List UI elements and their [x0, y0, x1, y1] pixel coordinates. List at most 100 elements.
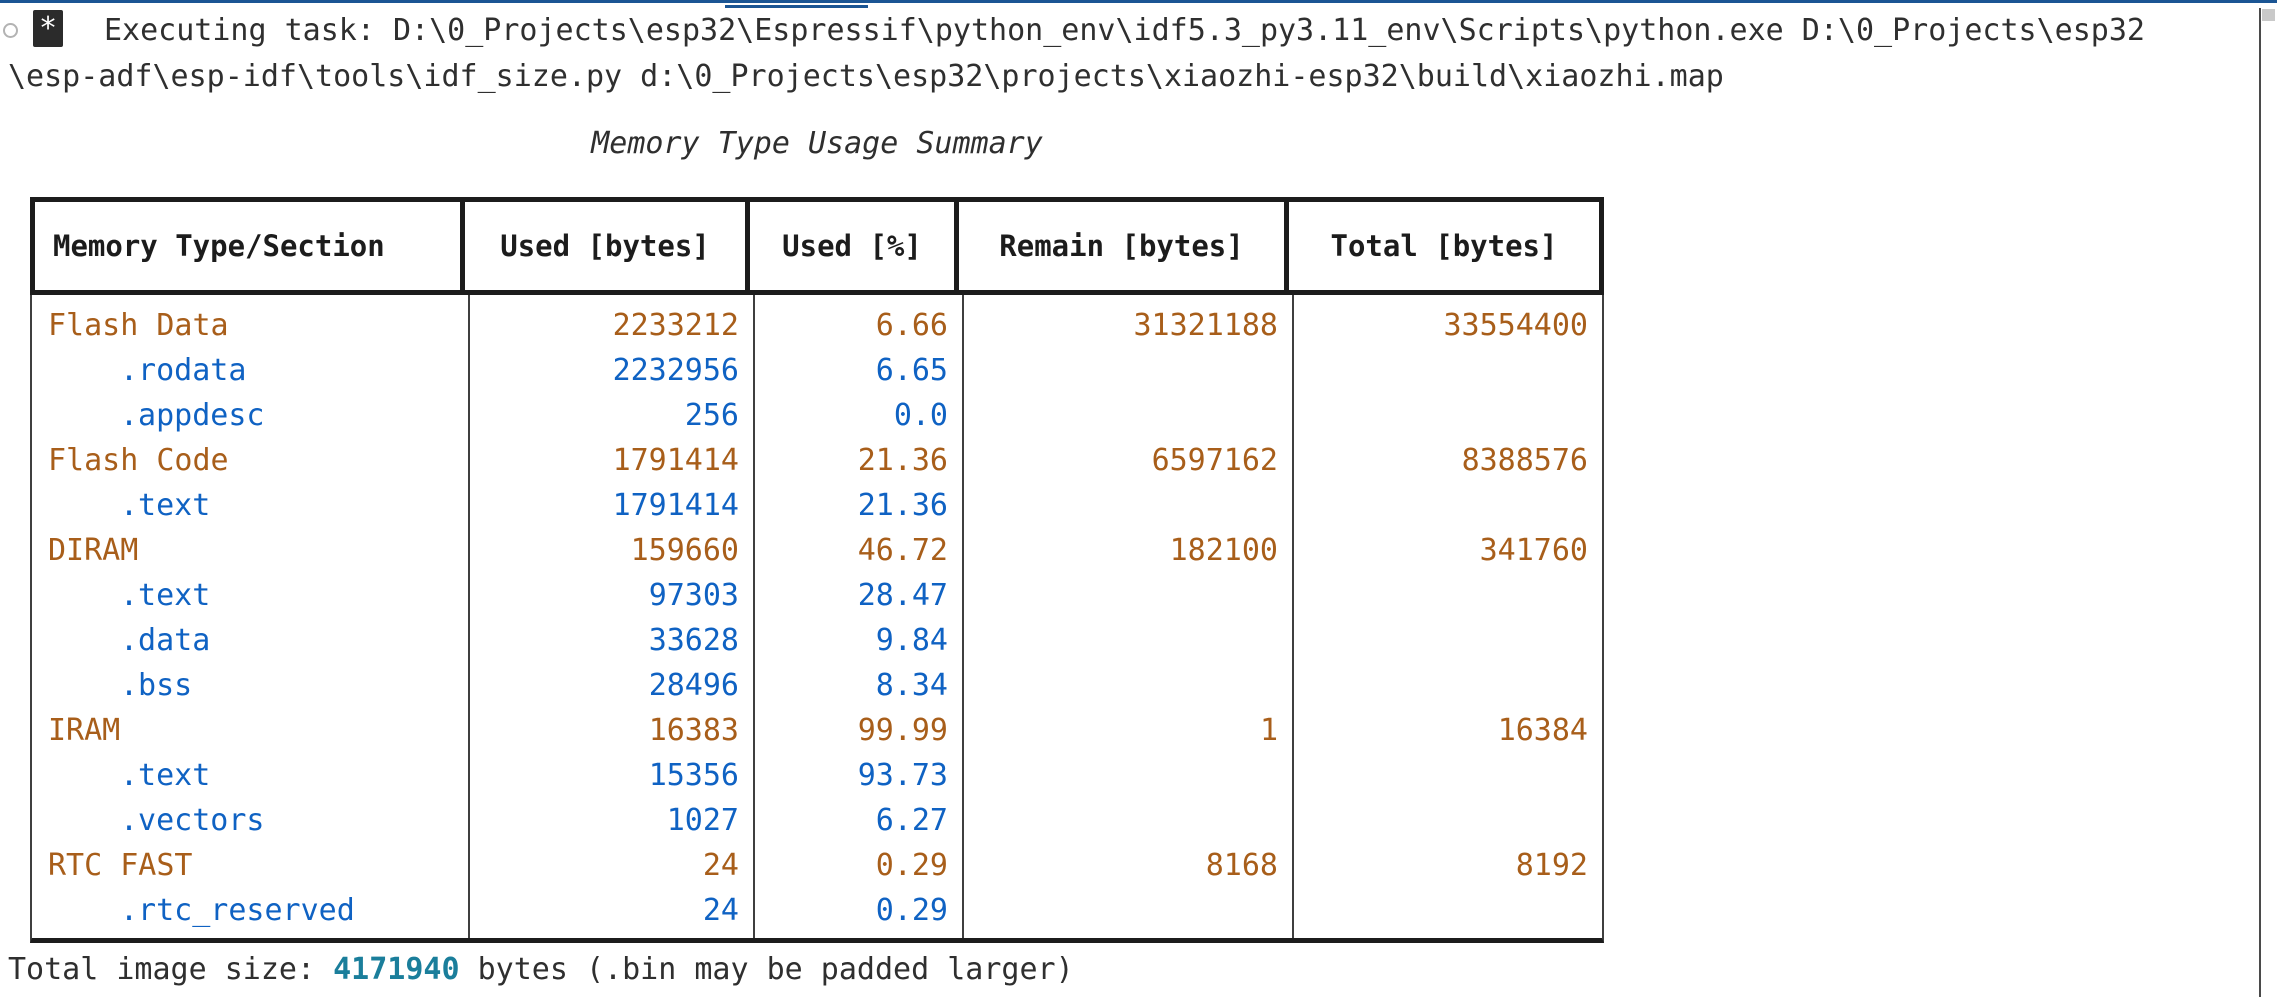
value-cell: 1: [1259, 713, 1278, 748]
section-cell: Flash Code: [48, 443, 229, 478]
table-row: Flash Data 2233212 6.66 31321188 33554400: [32, 303, 1602, 348]
panel-right-divider[interactable]: [2259, 8, 2261, 997]
value-cell: 24: [702, 848, 739, 883]
column-divider: [962, 295, 964, 938]
value-cell: 28.47: [857, 578, 948, 613]
value-cell: [964, 618, 1294, 663]
section-cell: IRAM: [48, 713, 121, 748]
value-cell: [964, 393, 1294, 438]
table-row: .appdesc 256 0.0: [32, 393, 1602, 438]
value-cell: 46.72: [857, 533, 948, 568]
section-cell: .bss: [120, 668, 193, 703]
section-cell: Flash Data: [48, 308, 229, 343]
value-cell: 2232956: [612, 353, 739, 388]
value-cell: 256: [684, 398, 739, 433]
table-row: .vectors 1027 6.27: [32, 798, 1602, 843]
value-cell: 8168: [1205, 848, 1278, 883]
value-cell: [964, 888, 1294, 933]
value-cell: [964, 348, 1294, 393]
task-badge-label: *: [38, 11, 58, 46]
value-cell: [1294, 663, 1604, 708]
header-cell: Total [bytes]: [1330, 229, 1558, 263]
value-cell: 0.0: [893, 398, 948, 433]
section-cell: .appdesc: [120, 398, 265, 433]
value-cell: 0.29: [875, 893, 948, 928]
section-cell: .text: [120, 488, 211, 523]
vertical-scrollbar-thumb[interactable]: [2262, 9, 2275, 21]
value-cell: 16384: [1497, 713, 1588, 748]
value-cell: 33554400: [1443, 308, 1589, 343]
section-cell: .text: [120, 758, 211, 793]
table-row: .text 15356 93.73: [32, 753, 1602, 798]
section-cell: RTC FAST: [48, 848, 193, 883]
table-row: .text 1791414 21.36: [32, 483, 1602, 528]
command-decoration-icon[interactable]: [3, 23, 18, 38]
value-cell: 1791414: [612, 443, 739, 478]
header-cell: Used [bytes]: [465, 202, 750, 290]
value-cell: 33628: [648, 623, 739, 658]
value-cell: 6597162: [1151, 443, 1278, 478]
section-cell: .data: [120, 623, 211, 658]
value-cell: 6.65: [875, 353, 948, 388]
table-row: .text 97303 28.47: [32, 573, 1602, 618]
value-cell: [1294, 483, 1604, 528]
value-cell: [1294, 753, 1604, 798]
value-cell: 6.27: [875, 803, 948, 838]
column-divider: [753, 295, 755, 938]
header-cell: Memory Type/Section: [35, 202, 465, 290]
section-cell: DIRAM: [48, 533, 139, 568]
terminal-command-line-1: Executing task: D:\0_Projects\esp32\Espr…: [104, 13, 2145, 48]
table-row: RTC FAST 24 0.29 8168 8192: [32, 843, 1602, 888]
total-size-suffix: bytes (.bin may be padded larger): [459, 952, 1074, 987]
total-image-size-line: Total image size: 4171940 bytes (.bin ma…: [8, 952, 1074, 987]
value-cell: [1294, 798, 1604, 843]
value-cell: [964, 573, 1294, 618]
value-cell: 31321188: [1133, 308, 1279, 343]
task-asterisk-badge: *: [33, 10, 63, 47]
value-cell: 8388576: [1461, 443, 1588, 478]
value-cell: 99.99: [857, 713, 948, 748]
header-cell: Used [%]: [750, 202, 959, 290]
section-cell: .rodata: [120, 353, 247, 388]
value-cell: [1294, 348, 1604, 393]
table-row: .rtc_reserved 24 0.29: [32, 888, 1602, 933]
value-cell: 182100: [1169, 533, 1278, 568]
value-cell: 341760: [1479, 533, 1588, 568]
value-cell: [1294, 393, 1604, 438]
table-row: .data 33628 9.84: [32, 618, 1602, 663]
value-cell: 93.73: [857, 758, 948, 793]
value-cell: [964, 798, 1294, 843]
total-size-value: 4171940: [333, 952, 460, 987]
value-cell: 1027: [666, 803, 739, 838]
table-header-row: Memory Type/Section Used [bytes] Used [%] R…: [30, 197, 1604, 295]
value-cell: 15356: [648, 758, 739, 793]
value-cell: 28496: [648, 668, 739, 703]
section-cell: .vectors: [120, 803, 265, 838]
value-cell: 6.66: [875, 308, 948, 343]
value-cell: 9.84: [875, 623, 948, 658]
panel-sash-handle[interactable]: [725, 5, 868, 8]
table-row: .rodata 2232956 6.65: [32, 348, 1602, 393]
total-size-prefix: Total image size:: [8, 952, 334, 987]
terminal-command-line-2: \esp-adf\esp-idf\tools\idf_size.py d:\0_…: [8, 59, 1724, 94]
column-divider: [468, 295, 470, 938]
value-cell: [1294, 573, 1604, 618]
value-cell: 21.36: [857, 488, 948, 523]
table-row: Flash Code 1791414 21.36 6597162 8388576: [32, 438, 1602, 483]
value-cell: [964, 753, 1294, 798]
value-cell: 2233212: [612, 308, 739, 343]
value-cell: [1294, 888, 1604, 933]
value-cell: 1791414: [612, 488, 739, 523]
value-cell: 24: [702, 893, 739, 928]
value-cell: 16383: [648, 713, 739, 748]
header-cell: Remain [bytes]: [959, 202, 1289, 290]
column-divider: [1292, 295, 1294, 938]
value-cell: [964, 483, 1294, 528]
memory-summary-title: Memory Type Usage Summary: [591, 126, 1043, 161]
value-cell: 8.34: [875, 668, 948, 703]
value-cell: [1294, 618, 1604, 663]
value-cell: [964, 663, 1294, 708]
value-cell: 8192: [1515, 848, 1588, 883]
value-cell: 159660: [630, 533, 739, 568]
table-row: DIRAM 159660 46.72 182100 341760: [32, 528, 1602, 573]
